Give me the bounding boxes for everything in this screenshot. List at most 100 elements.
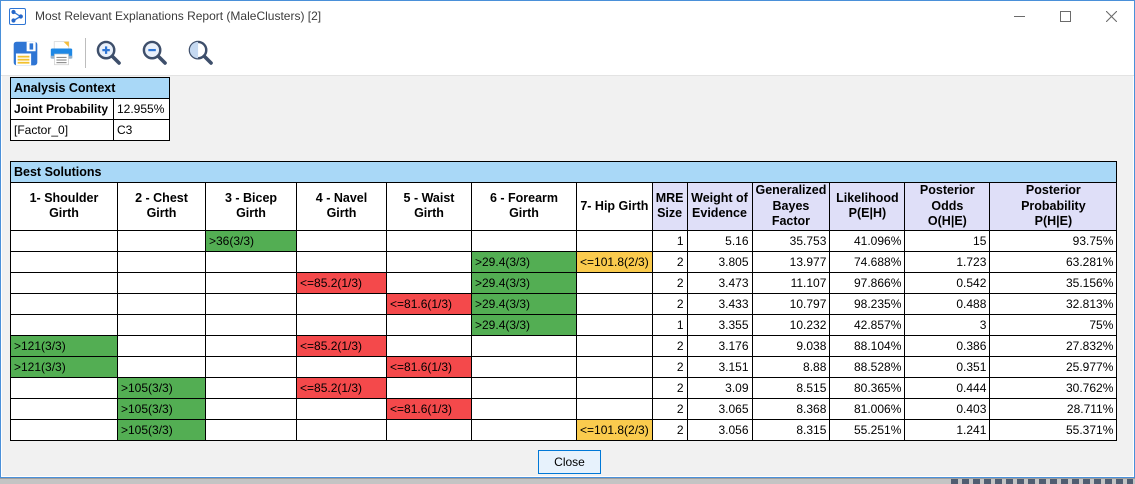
analysis-context-table: Analysis Context Joint Probability 12.955… <box>10 77 170 141</box>
value-cell: 0.386 <box>904 334 991 357</box>
zoom-in-icon[interactable] <box>94 39 123 68</box>
table-row: >105(3/3) <=81.6(1/3) 2 3.065 8.368 81.006% 0.… <box>10 397 1118 420</box>
value-cell: 11.107 <box>751 271 831 294</box>
value-cell: 8.515 <box>751 376 831 399</box>
empty-cell <box>117 250 206 273</box>
value-cell: 80.365% <box>829 376 906 399</box>
value-cell: 1 <box>651 313 688 336</box>
empty-cell <box>296 418 387 441</box>
context-value: 12.955% <box>113 98 170 120</box>
empty-cell <box>471 334 577 357</box>
analysis-context-title: Analysis Context <box>10 77 170 99</box>
constraint-cell: >29.4(3/3) <box>471 292 577 315</box>
empty-cell <box>576 355 653 378</box>
value-cell: 3.176 <box>686 334 753 357</box>
value-cell: 42.857% <box>829 313 906 336</box>
column-header: 6 - Forearm Girth <box>471 182 577 231</box>
constraint-cell: <=85.2(1/3) <box>296 376 387 399</box>
empty-cell <box>386 250 472 273</box>
toolbar <box>1 31 1134 76</box>
empty-cell <box>117 355 206 378</box>
zoom-out-icon[interactable] <box>140 39 169 68</box>
empty-cell <box>386 418 472 441</box>
empty-cell <box>386 334 472 357</box>
close-button[interactable]: Close <box>538 450 601 474</box>
value-cell: 41.096% <box>829 229 906 252</box>
table-row: >105(3/3) <=85.2(1/3) 2 3.09 8.515 80.365% 0.4… <box>10 376 1118 399</box>
close-icon[interactable] <box>1088 1 1134 31</box>
value-cell: 3.09 <box>686 376 753 399</box>
empty-cell <box>117 313 206 336</box>
value-cell: 9.038 <box>751 334 831 357</box>
value-cell: 30.762% <box>989 376 1118 399</box>
value-cell: 75% <box>989 313 1118 336</box>
empty-cell <box>205 376 297 399</box>
empty-cell <box>576 313 653 336</box>
dialog-content: Analysis Context Joint Probability 12.955… <box>2 76 1133 476</box>
empty-cell <box>576 229 653 252</box>
empty-cell <box>117 292 206 315</box>
empty-cell <box>10 250 118 273</box>
value-cell: 3.056 <box>686 418 753 441</box>
window-controls <box>996 1 1134 31</box>
window-title: Most Relevant Explanations Report (MaleC… <box>35 9 322 23</box>
empty-cell <box>296 292 387 315</box>
value-cell: 1.241 <box>904 418 991 441</box>
value-cell: 25.977% <box>989 355 1118 378</box>
value-cell: 55.371% <box>989 418 1118 441</box>
value-cell: 10.797 <box>751 292 831 315</box>
empty-cell <box>296 250 387 273</box>
empty-cell <box>117 229 206 252</box>
zoom-actual-icon[interactable] <box>186 39 215 68</box>
value-cell: 63.281% <box>989 250 1118 273</box>
best-solutions-title: Best Solutions <box>9 161 1118 183</box>
value-cell: 55.251% <box>829 418 906 441</box>
value-cell: 15 <box>904 229 991 252</box>
empty-cell <box>205 397 297 420</box>
value-cell: 3.433 <box>686 292 753 315</box>
maximize-icon[interactable] <box>1042 1 1088 31</box>
column-header: 3 - Bicep Girth <box>205 182 297 231</box>
empty-cell <box>205 355 297 378</box>
empty-cell <box>576 334 653 357</box>
constraint-cell: >105(3/3) <box>117 397 206 420</box>
column-header: Generalized Bayes Factor <box>751 182 831 231</box>
value-cell: 2 <box>651 334 688 357</box>
value-cell: 3 <box>904 313 991 336</box>
constraint-cell: <=85.2(1/3) <box>296 271 387 294</box>
empty-cell <box>117 334 206 357</box>
constraint-cell: <=101.8(2/3) <box>576 418 653 441</box>
column-header: MRE Size <box>651 182 688 231</box>
value-cell: 27.832% <box>989 334 1118 357</box>
toolbar-separator <box>85 38 86 68</box>
value-cell: 98.235% <box>829 292 906 315</box>
minimize-icon[interactable] <box>996 1 1042 31</box>
empty-cell <box>205 334 297 357</box>
constraint-cell: >29.4(3/3) <box>471 313 577 336</box>
print-icon[interactable] <box>47 39 76 68</box>
value-cell: 0.403 <box>904 397 991 420</box>
empty-cell <box>471 418 577 441</box>
empty-cell <box>205 292 297 315</box>
table-row: >121(3/3) <=81.6(1/3) 2 3.151 8.88 88.528% 0.3… <box>10 355 1118 378</box>
value-cell: 88.528% <box>829 355 906 378</box>
background-strip <box>0 478 1135 484</box>
value-cell: 35.753 <box>751 229 831 252</box>
empty-cell <box>386 376 472 399</box>
empty-cell <box>205 418 297 441</box>
value-cell: 1 <box>651 229 688 252</box>
empty-cell <box>576 376 653 399</box>
empty-cell <box>10 229 118 252</box>
constraint-cell: >36(3/3) <box>205 229 297 252</box>
value-cell: 2 <box>651 397 688 420</box>
save-icon[interactable] <box>11 39 40 68</box>
empty-cell <box>296 397 387 420</box>
analysis-context-row: [Factor_0] C3 <box>10 119 170 141</box>
table-row: >121(3/3) <=85.2(1/3) 2 3.176 9.038 88.104% 0.… <box>10 334 1118 357</box>
value-cell: 97.866% <box>829 271 906 294</box>
empty-cell <box>471 397 577 420</box>
empty-cell <box>117 271 206 294</box>
constraint-cell: <=81.6(1/3) <box>386 355 472 378</box>
empty-cell <box>576 271 653 294</box>
value-cell: 2 <box>651 271 688 294</box>
